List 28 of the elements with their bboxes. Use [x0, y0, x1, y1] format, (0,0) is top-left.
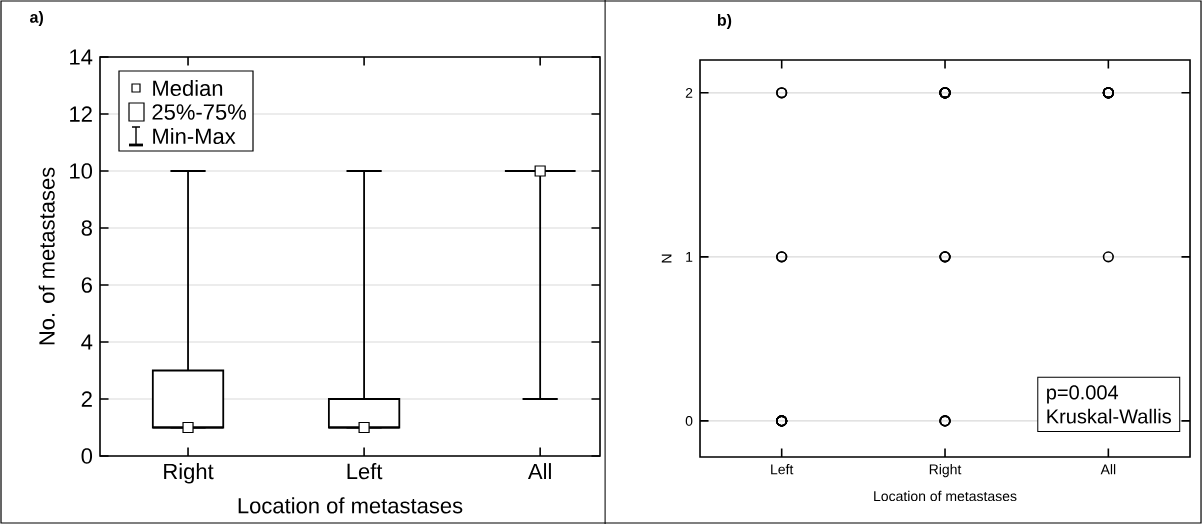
x-tick-label: Left — [347, 463, 383, 480]
x-axis-title: Location of metastases — [238, 497, 463, 514]
y-axis-title: N — [661, 254, 672, 263]
chart-title: a) — [30, 11, 43, 26]
annotation: 25%-75% — [152, 104, 246, 120]
y-tick-label: 0 — [81, 448, 93, 464]
x-tick-label: Right — [929, 464, 962, 478]
y-tick-label: 2 — [685, 87, 693, 98]
y-tick-label: 8 — [81, 220, 92, 236]
annotation: Median — [153, 79, 223, 97]
x-tick-label: All — [527, 463, 551, 480]
y-axis-title: No. of metastases — [38, 167, 55, 345]
x-tick-label: Left — [771, 464, 794, 475]
chart-title: b) — [717, 14, 732, 30]
y-tick-label: 0 — [685, 415, 693, 426]
annotation: p=0.004 — [1047, 385, 1119, 404]
y-tick-label: 14 — [70, 49, 93, 65]
x-tick-label: Right — [164, 463, 214, 484]
y-tick-label: 6 — [81, 277, 92, 293]
y-tick-label: 1 — [686, 252, 693, 262]
y-tick-label: 12 — [70, 106, 92, 122]
annotation: Kruskal-Wallis — [1047, 408, 1171, 424]
y-tick-label: 4 — [81, 334, 93, 350]
annotation: Min-Max — [153, 127, 236, 145]
y-tick-label: 10 — [70, 163, 93, 179]
y-tick-label: 2 — [81, 391, 92, 407]
x-axis-title: Location of metastases — [874, 490, 1017, 502]
x-tick-label: All — [1100, 464, 1116, 475]
